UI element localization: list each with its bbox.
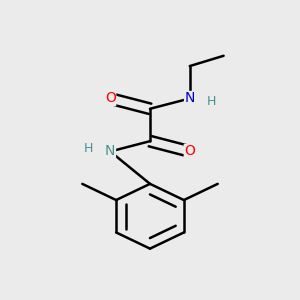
Text: H: H <box>83 142 93 155</box>
Text: N: N <box>184 92 195 106</box>
Text: H: H <box>207 95 217 108</box>
Text: O: O <box>184 145 195 158</box>
Text: O: O <box>105 92 116 106</box>
Text: N: N <box>105 145 116 158</box>
